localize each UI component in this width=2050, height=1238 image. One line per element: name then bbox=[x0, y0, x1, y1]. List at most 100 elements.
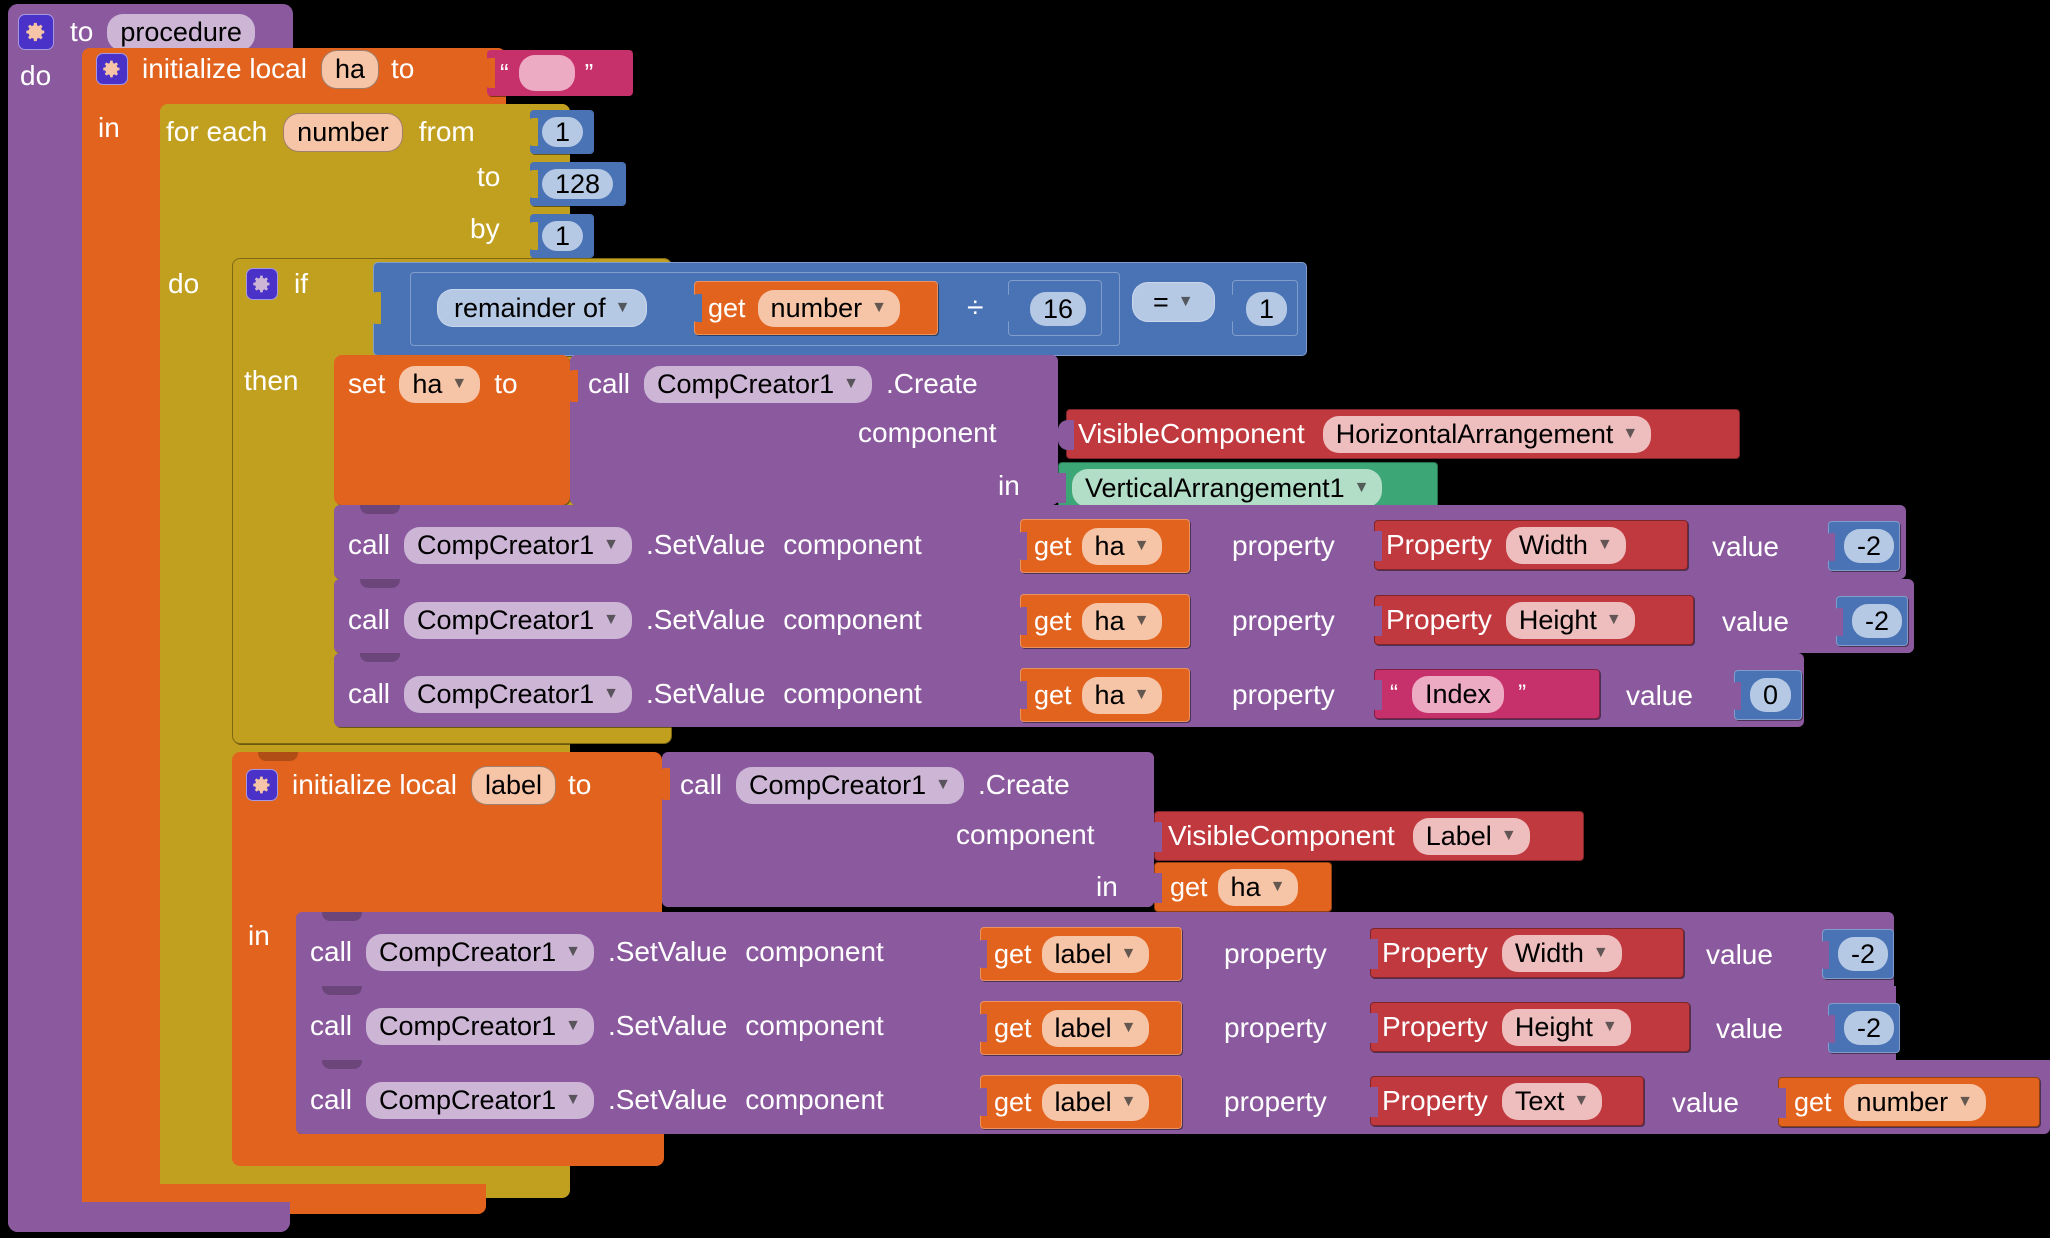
chevron-down-icon[interactable]: ▼ bbox=[614, 299, 631, 316]
chevron-down-icon[interactable]: ▼ bbox=[603, 611, 619, 628]
component-dropdown[interactable]: CompCreator1 ▼ bbox=[404, 526, 632, 564]
property-name-dropdown[interactable]: Width ▼ bbox=[1501, 934, 1622, 972]
chevron-down-icon[interactable]: ▼ bbox=[1592, 944, 1609, 961]
text-socket bbox=[481, 58, 495, 88]
chevron-down-icon[interactable]: ▼ bbox=[451, 375, 468, 392]
chevron-down-icon[interactable]: ▼ bbox=[935, 776, 951, 793]
notch bbox=[258, 752, 298, 761]
to-number-field[interactable]: 128 bbox=[542, 169, 614, 199]
for-each-var-name[interactable]: number bbox=[283, 112, 403, 152]
chevron-down-icon[interactable]: ▼ bbox=[1133, 537, 1150, 554]
value-number-field[interactable]: -2 bbox=[1852, 604, 1903, 638]
chevron-down-icon[interactable]: ▼ bbox=[1120, 1093, 1137, 1110]
get-ha-field[interactable]: ha ▼ bbox=[1081, 676, 1163, 714]
modulo-operator-dropdown[interactable]: remainder of ▼ bbox=[437, 289, 648, 327]
by-number-field[interactable]: 1 bbox=[542, 221, 584, 251]
create-ha-component-dropdown[interactable]: CompCreator1 ▼ bbox=[644, 365, 872, 403]
setvalue-label-row-3: call CompCreator1 ▼ .SetValue component bbox=[310, 1080, 884, 1120]
component-dropdown[interactable]: CompCreator1 ▼ bbox=[366, 1081, 594, 1119]
chevron-down-icon[interactable]: ▼ bbox=[565, 1091, 581, 1108]
chevron-down-icon[interactable]: ▼ bbox=[1573, 1092, 1590, 1109]
gear-icon[interactable] bbox=[246, 268, 278, 300]
component-dropdown[interactable]: CompCreator1 ▼ bbox=[404, 675, 632, 713]
property-row: Property Width ▼ bbox=[1386, 526, 1626, 564]
get-ha-field[interactable]: ha ▼ bbox=[1081, 602, 1163, 640]
index-text-field[interactable]: Index bbox=[1412, 675, 1505, 713]
from-number-field[interactable]: 1 bbox=[542, 117, 584, 147]
chevron-down-icon[interactable]: ▼ bbox=[603, 685, 619, 702]
component-name: CompCreator1 bbox=[379, 1084, 557, 1115]
create-ha-method-label: .Create bbox=[885, 368, 978, 399]
chevron-down-icon[interactable]: ▼ bbox=[1605, 611, 1622, 628]
get-label-field[interactable]: label ▼ bbox=[1041, 935, 1150, 973]
compare-value-field[interactable]: 1 bbox=[1246, 292, 1288, 326]
divisor-block[interactable] bbox=[1008, 280, 1102, 336]
property-arg-label: property bbox=[1232, 605, 1335, 636]
chevron-down-icon[interactable]: ▼ bbox=[1177, 293, 1194, 310]
init-local-ha-header-row: initialize local ha to bbox=[96, 49, 414, 89]
chevron-down-icon[interactable]: ▼ bbox=[1133, 612, 1150, 629]
empty-text-field[interactable] bbox=[518, 55, 575, 91]
init-local-ha-header[interactable] bbox=[82, 48, 496, 90]
method-label: .SetValue bbox=[607, 936, 728, 967]
component-dropdown[interactable]: CompCreator1 ▼ bbox=[366, 933, 594, 971]
get-ha-field[interactable]: ha ▼ bbox=[1081, 527, 1163, 565]
chevron-down-icon[interactable]: ▼ bbox=[1596, 536, 1613, 553]
get-number-value: number bbox=[770, 292, 863, 323]
component-dropdown[interactable]: CompCreator1 ▼ bbox=[404, 601, 632, 639]
property-name-dropdown[interactable]: Height ▼ bbox=[1501, 1008, 1631, 1046]
local-var-name-label[interactable]: label bbox=[470, 765, 557, 805]
chevron-down-icon[interactable]: ▼ bbox=[1601, 1018, 1618, 1035]
visible-component-type-dropdown[interactable]: Label ▼ bbox=[1412, 817, 1530, 855]
gear-icon[interactable] bbox=[246, 769, 278, 801]
vertical-arrangement-dropdown[interactable]: VerticalArrangement1 ▼ bbox=[1072, 469, 1383, 507]
divisor-field[interactable]: 16 bbox=[1030, 292, 1087, 326]
visible-component-type-dropdown[interactable]: HorizontalArrangement ▼ bbox=[1322, 415, 1652, 453]
get-ha-in-row: get ha ▼ bbox=[1170, 868, 1299, 906]
chevron-down-icon[interactable]: ▼ bbox=[565, 943, 581, 960]
set-ha-var-dropdown[interactable]: ha ▼ bbox=[399, 365, 481, 403]
get-number-field[interactable]: number ▼ bbox=[757, 289, 900, 327]
procedure-name-field[interactable]: procedure bbox=[107, 13, 255, 51]
get-ha-in-field[interactable]: ha ▼ bbox=[1217, 868, 1299, 906]
chevron-down-icon[interactable]: ▼ bbox=[603, 536, 619, 553]
value-number-field[interactable]: -2 bbox=[1844, 1011, 1895, 1045]
chevron-down-icon[interactable]: ▼ bbox=[1120, 1019, 1137, 1036]
chevron-down-icon[interactable]: ▼ bbox=[1269, 878, 1286, 895]
get-label-field[interactable]: label ▼ bbox=[1041, 1009, 1150, 1047]
property-name-dropdown[interactable]: Height ▼ bbox=[1505, 601, 1635, 639]
property-name-value: Height bbox=[1514, 1011, 1593, 1042]
chevron-down-icon[interactable]: ▼ bbox=[1353, 479, 1370, 496]
visible-component-row-ha: VisibleComponent HorizontalArrangement ▼ bbox=[1078, 414, 1652, 454]
get-ha-row: get ha ▼ bbox=[1034, 527, 1163, 565]
method-label: .SetValue bbox=[645, 529, 766, 560]
chevron-down-icon[interactable]: ▼ bbox=[1120, 945, 1137, 962]
method-label: .SetValue bbox=[607, 1010, 728, 1041]
compare-value-socket bbox=[1226, 294, 1240, 322]
get-label-field[interactable]: label ▼ bbox=[1041, 1083, 1150, 1121]
value-number-field[interactable]: -2 bbox=[1838, 937, 1889, 971]
component-dropdown[interactable]: CompCreator1 ▼ bbox=[366, 1007, 594, 1045]
create-label-component-dropdown[interactable]: CompCreator1 ▼ bbox=[736, 766, 964, 804]
property-name-dropdown[interactable]: Width ▼ bbox=[1505, 526, 1626, 564]
chevron-down-icon[interactable]: ▼ bbox=[1133, 686, 1150, 703]
chevron-down-icon[interactable]: ▼ bbox=[1957, 1093, 1973, 1110]
get-ha-socket bbox=[1013, 681, 1027, 709]
property-name-dropdown[interactable]: Text ▼ bbox=[1501, 1082, 1603, 1120]
if-condition-socket bbox=[367, 292, 381, 324]
chevron-down-icon[interactable]: ▼ bbox=[1622, 425, 1639, 442]
compare-operator-label: = bbox=[1153, 286, 1169, 317]
chevron-down-icon[interactable]: ▼ bbox=[565, 1017, 581, 1034]
chevron-down-icon[interactable]: ▼ bbox=[1500, 827, 1517, 844]
gear-icon[interactable] bbox=[96, 53, 128, 85]
gear-icon[interactable] bbox=[18, 14, 54, 50]
value-get-number-field[interactable]: number ▼ bbox=[1843, 1083, 1986, 1121]
property-name-value: Text bbox=[1514, 1085, 1565, 1116]
chevron-down-icon[interactable]: ▼ bbox=[843, 375, 859, 392]
local-var-name-ha[interactable]: ha bbox=[320, 49, 380, 89]
value-number-field[interactable]: -2 bbox=[1844, 529, 1895, 563]
chevron-down-icon[interactable]: ▼ bbox=[871, 299, 887, 316]
value-number-field[interactable]: 0 bbox=[1750, 678, 1792, 712]
compare-operator-dropdown[interactable]: = ▼ bbox=[1132, 282, 1215, 322]
